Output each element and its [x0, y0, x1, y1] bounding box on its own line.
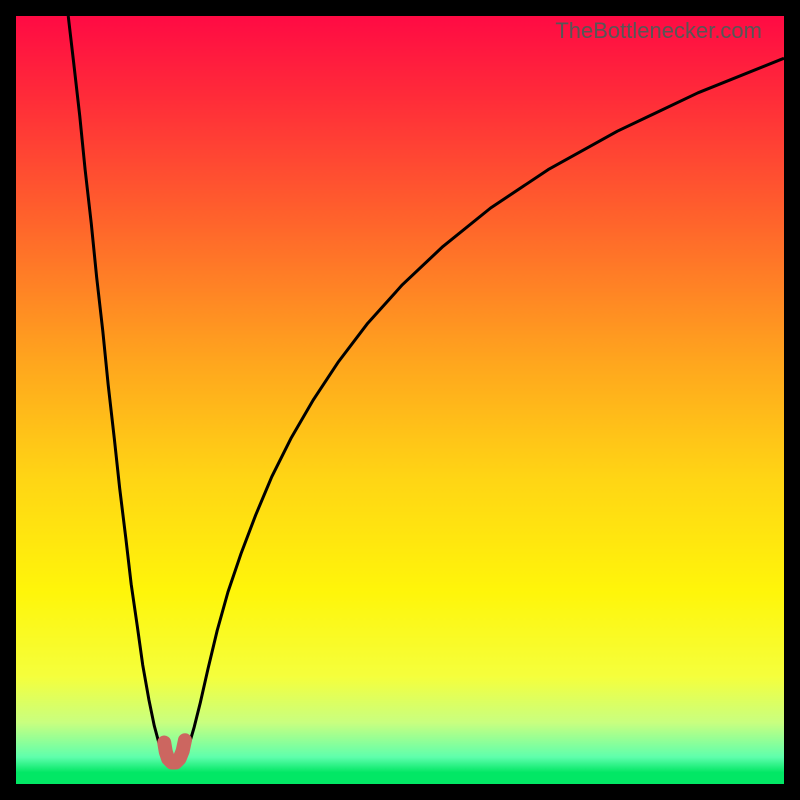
watermark-text: TheBottlenecker.com	[555, 18, 762, 44]
chart-svg	[16, 16, 784, 784]
minimum-marker	[164, 740, 185, 762]
bottleneck-curve	[68, 16, 784, 765]
plot-area: TheBottlenecker.com	[16, 16, 784, 784]
